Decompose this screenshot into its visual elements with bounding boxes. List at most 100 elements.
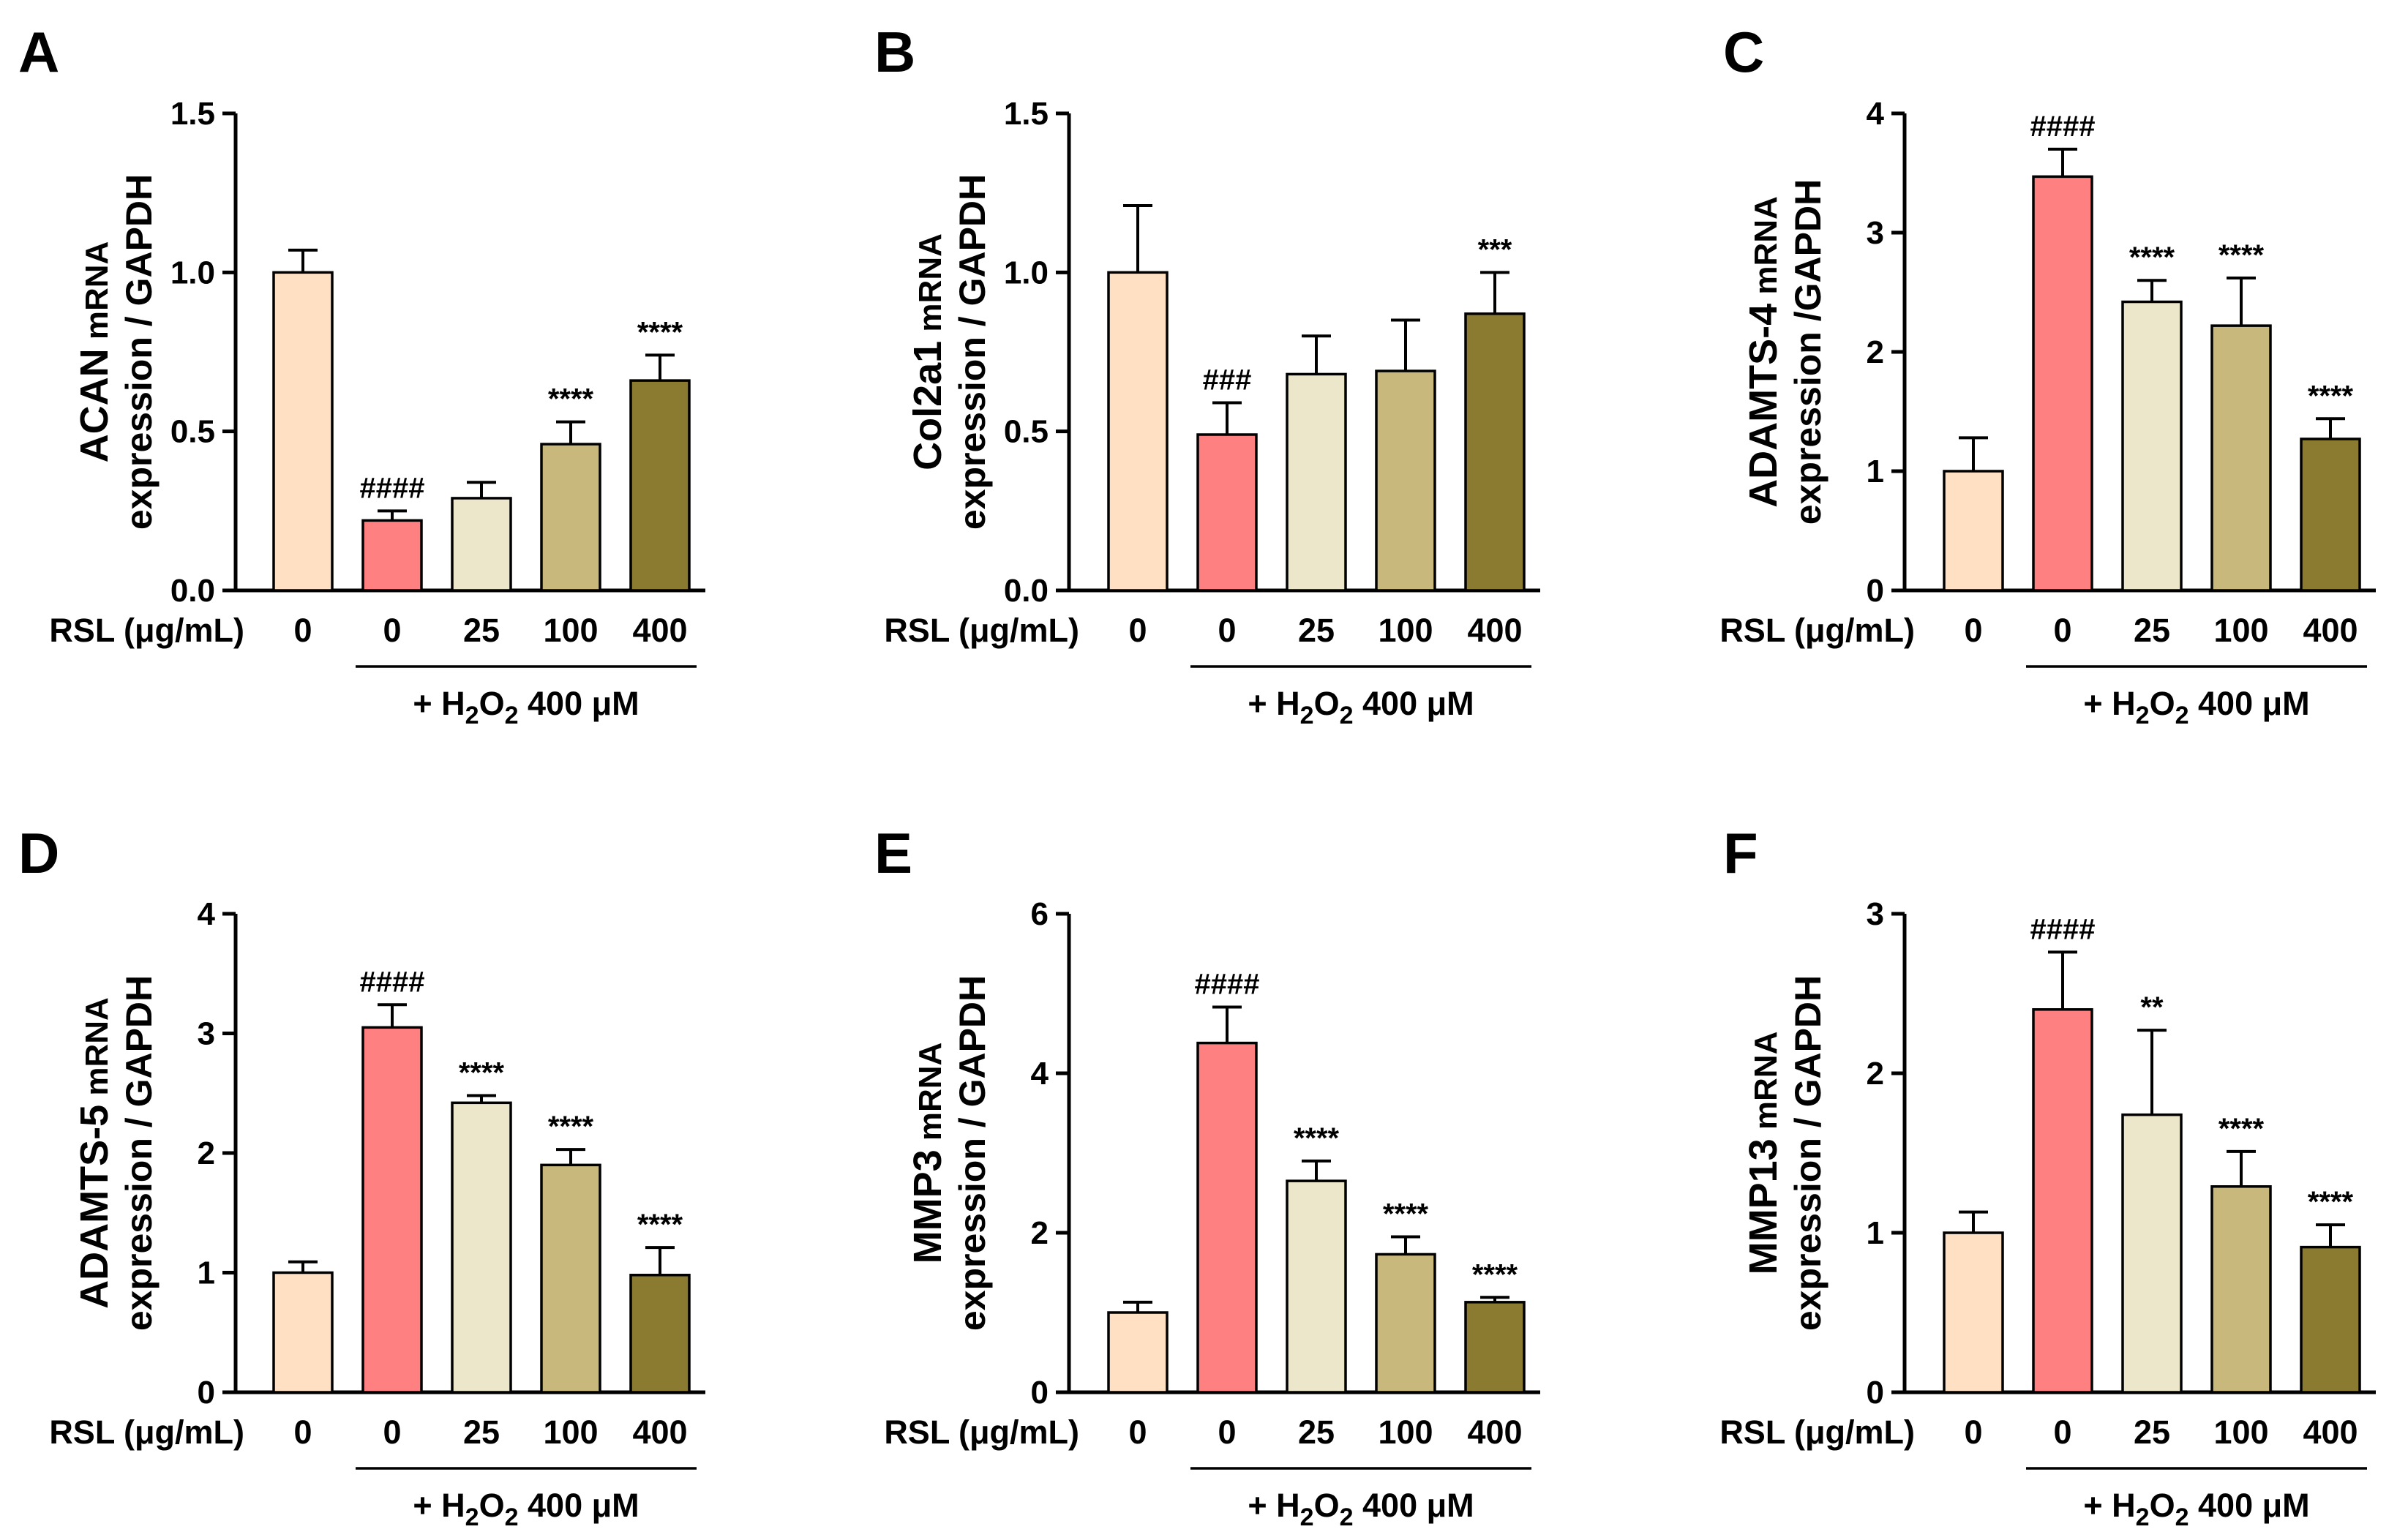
x-category-label: 25: [1298, 612, 1335, 649]
significance-label: ****: [2308, 380, 2354, 412]
bar: [540, 443, 601, 592]
x-category-label: 100: [543, 612, 598, 649]
panel-f: F 0 1 2 3 MMP13 mRNA expression / GAPDH 0 #### 0 *…: [1719, 821, 2376, 1531]
y-tick-label: 0.5: [1004, 414, 1049, 450]
bar: [451, 497, 512, 592]
panel-b: B 0.0 0.5 1.0 1.5 Col2a1 mRNA expression / GAP…: [874, 20, 1540, 729]
x-category-label: 0: [1218, 612, 1236, 649]
y-tick-label: 1: [1867, 1215, 1884, 1251]
y-tick-label: 1.5: [170, 96, 215, 132]
y-tick-label: 4: [198, 896, 216, 932]
significance-label: ####: [2030, 110, 2096, 143]
x-category-label: 0: [2053, 612, 2071, 649]
x-category-label: 100: [1378, 1413, 1433, 1451]
treatment-label: + H2O2 400 μM: [1248, 1487, 1474, 1531]
treatment-suffix: 400 μM: [1354, 685, 1474, 722]
significance-label: ****: [2308, 1186, 2354, 1218]
significance-label: ****: [1472, 1258, 1518, 1291]
y-tick-label: 0.0: [170, 573, 215, 609]
bar: [272, 271, 334, 592]
bar: [2210, 1185, 2272, 1394]
bar: [1375, 1253, 1436, 1394]
y-axis-label-line2: expression / GAPDH: [119, 975, 160, 1331]
y-axis-label-gene: ADAMTS-5: [72, 1105, 116, 1309]
y-tick-label: 2: [1867, 334, 1884, 370]
y-axis-label-mrna: mRNA: [79, 241, 115, 349]
y-axis-label: ADAMTS-4 mRNA: [1741, 196, 1785, 508]
bar: [1375, 369, 1436, 592]
x-category-label: 25: [1298, 1413, 1335, 1451]
y-tick-label: 2: [198, 1135, 215, 1171]
treatment-sub1: 2: [2136, 702, 2150, 729]
significance-label: ****: [2218, 239, 2265, 271]
x-category-label: 400: [2303, 1413, 2358, 1451]
x-category-label: 400: [632, 612, 687, 649]
y-axis-label-mrna: mRNA: [79, 997, 115, 1105]
bar: [2300, 438, 2361, 592]
bar: [1196, 1041, 1258, 1394]
x-category-label: 400: [1467, 612, 1522, 649]
x-axis-caption: RSL (μg/mL): [884, 612, 1079, 649]
x-category-label: 0: [1218, 1413, 1236, 1451]
bar: [2032, 1008, 2093, 1394]
treatment-label: + H2O2 400 μM: [2083, 1487, 2309, 1531]
treatment-sub1: 2: [465, 1503, 479, 1531]
treatment-label: + H2O2 400 μM: [413, 1487, 639, 1531]
y-axis-label-gene: Col2a1: [906, 341, 950, 470]
treatment-sub2: 2: [1340, 1503, 1354, 1531]
x-axis-caption: RSL (μg/mL): [49, 1413, 244, 1451]
y-tick-label: 2: [1031, 1215, 1049, 1251]
x-category-label: 0: [1128, 1413, 1147, 1451]
y-axis-label-line2: expression / GAPDH: [1788, 975, 1828, 1331]
y-axis-label: ADAMTS-5 mRNA: [72, 997, 116, 1309]
treatment-sub1: 2: [465, 702, 479, 729]
treatment-mid: O: [2150, 1487, 2175, 1524]
panel-letter: B: [874, 20, 915, 84]
y-tick-label: 0: [198, 1375, 215, 1411]
y-tick-label: 0: [1867, 1375, 1884, 1411]
treatment-sub1: 2: [1300, 702, 1314, 729]
bar: [629, 1274, 691, 1394]
treatment-suffix: 400 μM: [2189, 1487, 2310, 1524]
y-tick-label: 0: [1031, 1375, 1049, 1411]
x-category-label: 0: [2053, 1413, 2071, 1451]
bar: [1107, 1311, 1169, 1394]
panel-e: E 0 2 4 6 MMP3 mRNA expression / GAPDH 0 #### 0 **…: [874, 821, 1540, 1531]
y-axis-label-gene: ACAN: [72, 348, 116, 462]
bar: [272, 1271, 334, 1394]
bar: [1943, 1231, 2004, 1394]
x-category-label: 100: [2213, 1413, 2268, 1451]
y-axis-label-mrna: mRNA: [1748, 196, 1784, 304]
x-category-label: 400: [1467, 1413, 1522, 1451]
y-tick-label: 2: [1867, 1056, 1884, 1092]
bar: [1286, 1179, 1347, 1394]
x-category-label: 0: [293, 1413, 312, 1451]
treatment-suffix: 400 μM: [519, 1487, 639, 1524]
treatment-mid: O: [2150, 685, 2175, 722]
bar: [361, 1026, 423, 1394]
y-tick-label: 1.5: [1004, 96, 1049, 132]
y-tick-label: 4: [1867, 96, 1885, 132]
bar: [1943, 470, 2004, 592]
y-tick-label: 0.0: [1004, 573, 1049, 609]
x-category-label: 25: [2134, 1413, 2170, 1451]
bar: [540, 1163, 601, 1394]
y-tick-label: 0.5: [170, 414, 215, 450]
y-axis-label-mrna: mRNA: [912, 233, 948, 341]
treatment-mid: O: [1314, 1487, 1340, 1524]
y-tick-label: 3: [1867, 896, 1884, 932]
significance-label: ***: [1478, 233, 1512, 266]
significance-label: ####: [360, 472, 425, 504]
treatment-mid: O: [1314, 685, 1340, 722]
y-axis-label-mrna: mRNA: [912, 1043, 948, 1150]
significance-label: ****: [548, 383, 594, 416]
x-category-label: 100: [2213, 612, 2268, 649]
significance-label: ****: [637, 1209, 683, 1241]
significance-label: ****: [637, 316, 683, 348]
x-category-label: 0: [383, 612, 401, 649]
bar: [1464, 312, 1526, 592]
x-category-label: 100: [1378, 612, 1433, 649]
x-category-label: 0: [1964, 612, 1982, 649]
y-axis-label-line2: expression / GAPDH: [952, 174, 993, 530]
